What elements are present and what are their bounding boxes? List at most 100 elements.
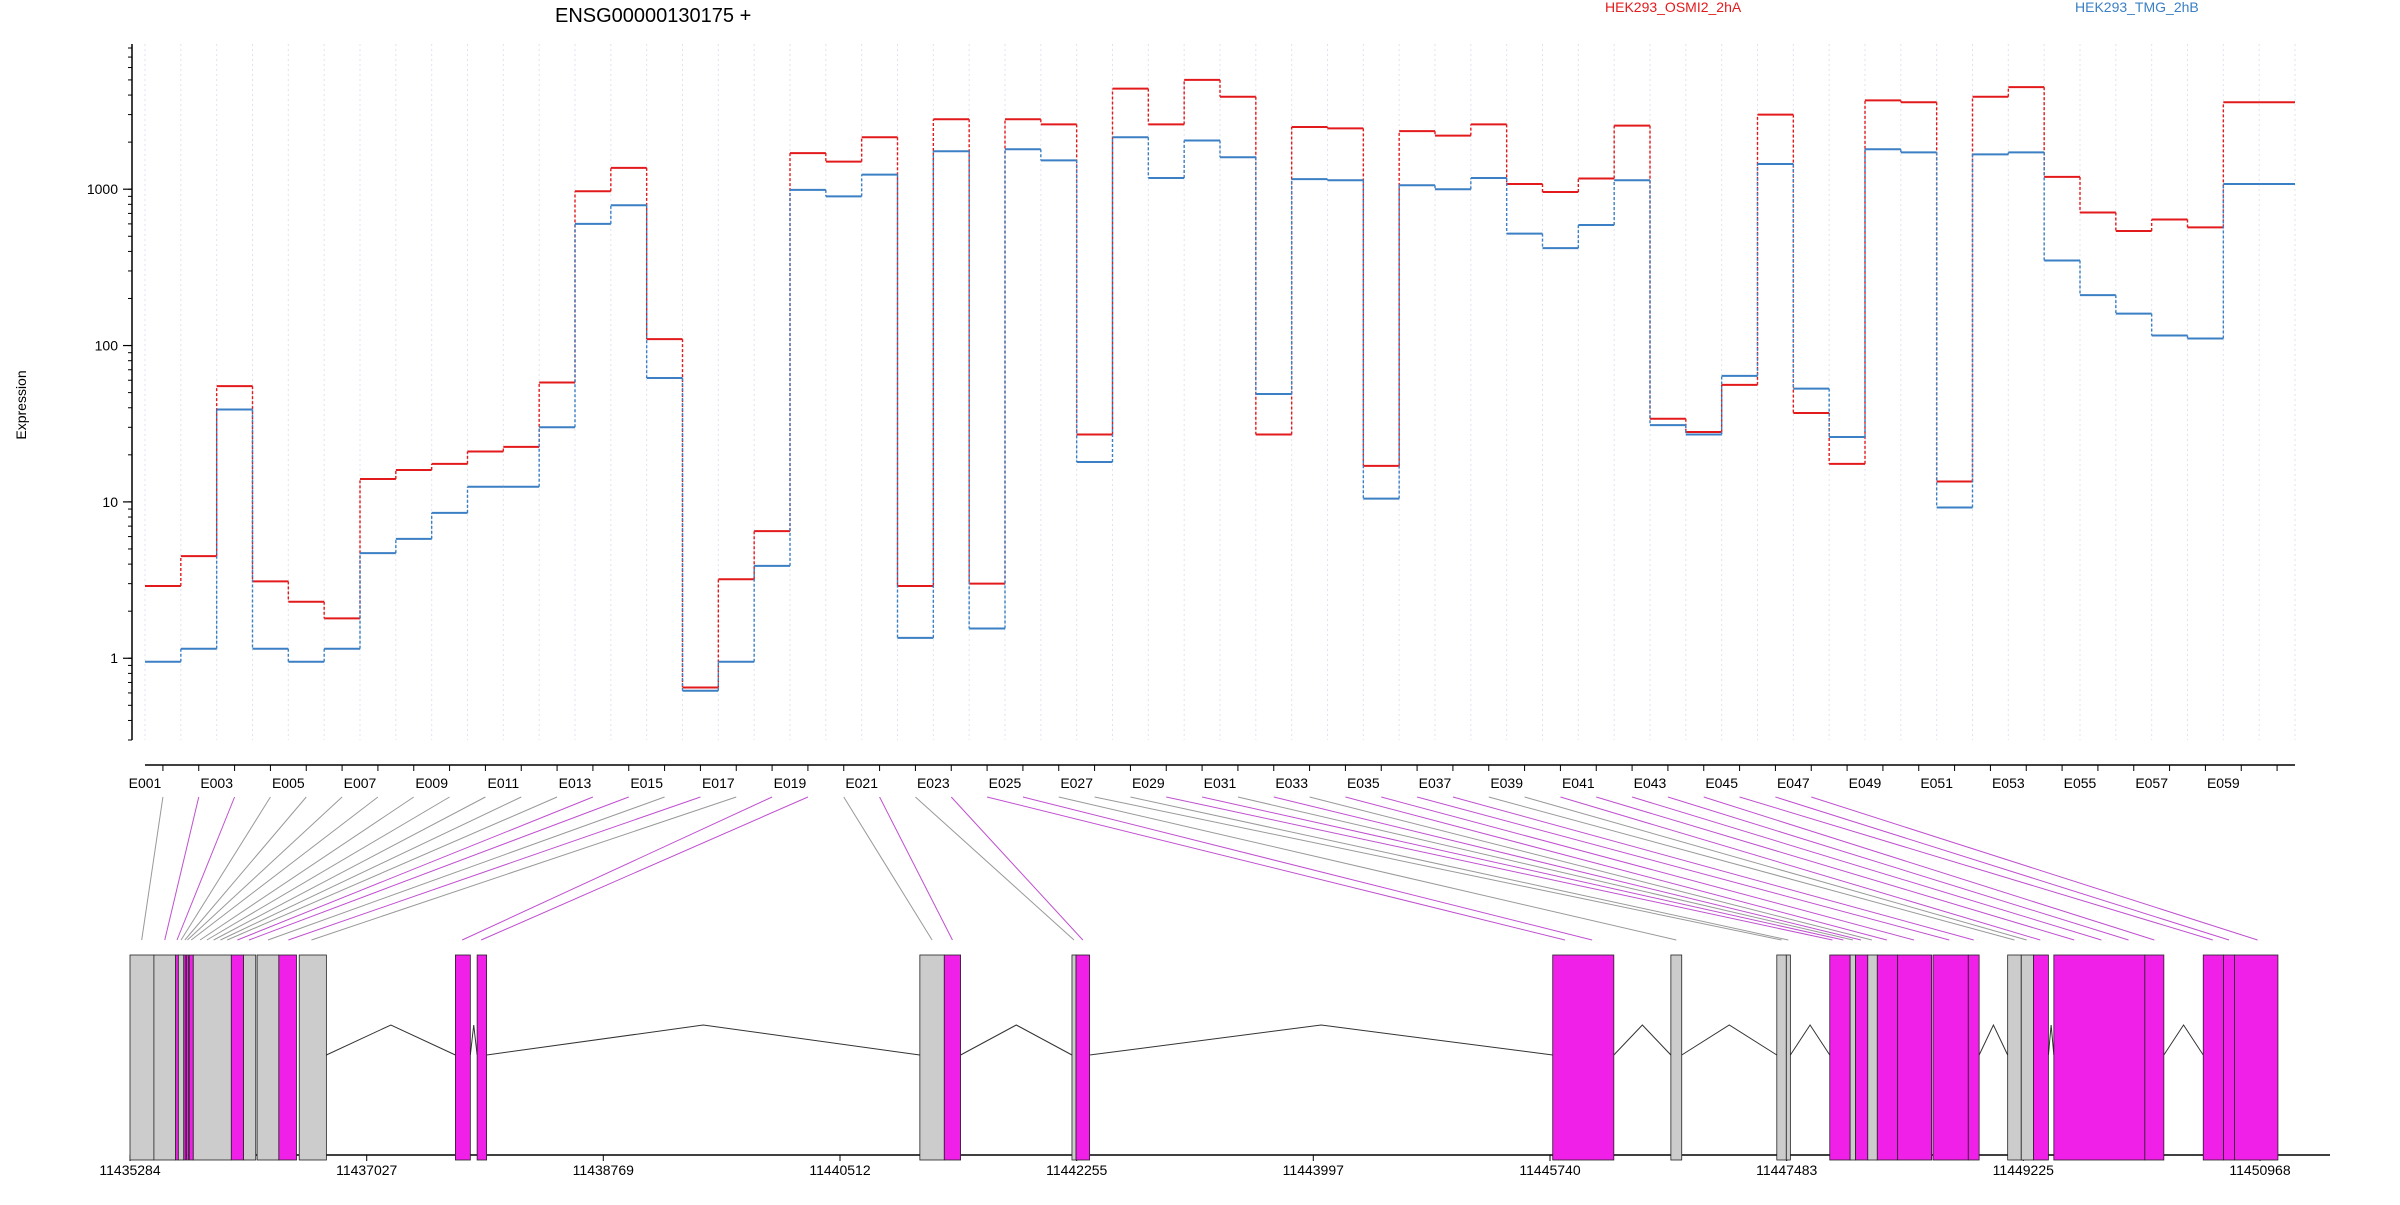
x-tick-label: E043 (1634, 775, 1667, 791)
intron-line (1789, 1024, 1831, 1056)
x-tick-label: E053 (1992, 775, 2025, 791)
exon-connector (1488, 796, 2015, 941)
intron-line (1613, 1024, 1672, 1056)
x-tick-label: E019 (774, 775, 807, 791)
genomic-tick-label: 11442255 (1046, 1162, 1107, 1178)
exon-connector (213, 796, 486, 941)
exon-block (278, 954, 297, 1161)
x-tick-label: E057 (2135, 775, 2168, 791)
exon-block (1967, 954, 1980, 1161)
exon-connector (986, 796, 1566, 941)
exon-block (2223, 954, 2235, 1161)
legend-label-series-2: HEK293_TMG_2hB (2075, 0, 2199, 15)
x-tick-label: E007 (344, 775, 377, 791)
exon-block (1876, 954, 1899, 1161)
exon-connector (1596, 796, 2075, 941)
exon-connector (1022, 796, 1593, 941)
exon-connector (141, 796, 164, 941)
x-tick-label: E015 (630, 775, 663, 791)
exon-block (175, 954, 179, 1161)
x-tick-label: E021 (845, 775, 878, 791)
exon-block (2144, 954, 2165, 1161)
exon-connector (237, 796, 594, 941)
x-tick-label: E017 (702, 775, 735, 791)
exon-connector (267, 796, 665, 941)
genomic-tick-label: 11449225 (1993, 1162, 2054, 1178)
exon-connector (1273, 796, 1862, 941)
y-tick-label: 1000 (87, 181, 118, 197)
x-tick-label: E033 (1275, 775, 1308, 791)
exon-block (2020, 954, 2034, 1161)
exon-block (183, 954, 187, 1161)
exon-block (186, 954, 189, 1161)
x-tick-label: E009 (415, 775, 448, 791)
exon-connector (1309, 796, 1872, 941)
series-2 (145, 136, 2295, 692)
exon-connector (164, 796, 200, 941)
legend-label-series-1: HEK293_OSMI2_2hA (1605, 0, 1742, 15)
exon-block (177, 954, 185, 1161)
exon-block (1829, 954, 1851, 1161)
exon-block (188, 954, 194, 1161)
genomic-tick-label: 11440512 (809, 1162, 870, 1178)
x-tick-label: E013 (559, 775, 592, 791)
exon-connector (288, 796, 701, 941)
intron-line (469, 1024, 478, 1056)
exon-connector (1381, 796, 1915, 941)
exon-block (256, 954, 280, 1161)
exon-connector (1560, 796, 2041, 941)
exon-connector (461, 796, 773, 941)
x-tick-label: E037 (1419, 775, 1452, 791)
x-tick-label: E055 (2064, 775, 2097, 791)
exon-block (2053, 954, 2146, 1161)
x-tick-label: E031 (1204, 775, 1237, 791)
exon-connector (227, 796, 558, 941)
exon-connector (180, 796, 271, 941)
exon-connector (184, 796, 307, 941)
exon-connector (879, 796, 953, 941)
exon-block (2033, 954, 2049, 1161)
exon-connector (1416, 796, 1950, 941)
exon-block (1867, 954, 1878, 1161)
exon-connector (1166, 796, 1833, 941)
exon-block (1855, 954, 1869, 1161)
genomic-tick-label: 11445740 (1519, 1162, 1580, 1178)
exon-block (1897, 954, 1933, 1161)
genomic-tick-label: 11447483 (1756, 1162, 1817, 1178)
exon-block (2234, 954, 2279, 1161)
exon-block (298, 954, 327, 1161)
exon-connector (1703, 796, 2155, 941)
x-tick-label: E027 (1060, 775, 1093, 791)
exon-connector (1667, 796, 2129, 941)
y-tick-label: 10 (102, 494, 118, 510)
exon-block (1552, 954, 1615, 1161)
exon-connector (950, 796, 1084, 941)
exon-connector (1631, 796, 2102, 941)
exon-connector (206, 796, 450, 941)
exon-connector (1345, 796, 1887, 941)
exon-connector (1739, 796, 2213, 941)
exon-connector (176, 796, 236, 941)
genomic-tick-label: 11437027 (336, 1162, 397, 1178)
intron-line (960, 1024, 1073, 1056)
genomic-tick-label: 11438769 (573, 1162, 634, 1178)
exon-block (1075, 954, 1091, 1161)
intron-line (326, 1024, 456, 1056)
exon-connector (843, 796, 933, 941)
exon-connector (1237, 796, 1853, 941)
intron-line (2047, 1024, 2055, 1056)
exon-block (243, 954, 257, 1161)
exon-connector (190, 796, 379, 941)
y-tick-label: 100 (95, 338, 119, 354)
exon-connector (248, 796, 629, 941)
exon-connector (220, 796, 522, 941)
exon-block (476, 954, 488, 1161)
exon-connector (311, 796, 737, 941)
exon-block (153, 954, 177, 1161)
exon-block (919, 954, 945, 1161)
exon-connector (480, 796, 809, 941)
x-tick-label: E005 (272, 775, 305, 791)
exon-block (129, 954, 155, 1161)
exon-block (1776, 954, 1787, 1161)
